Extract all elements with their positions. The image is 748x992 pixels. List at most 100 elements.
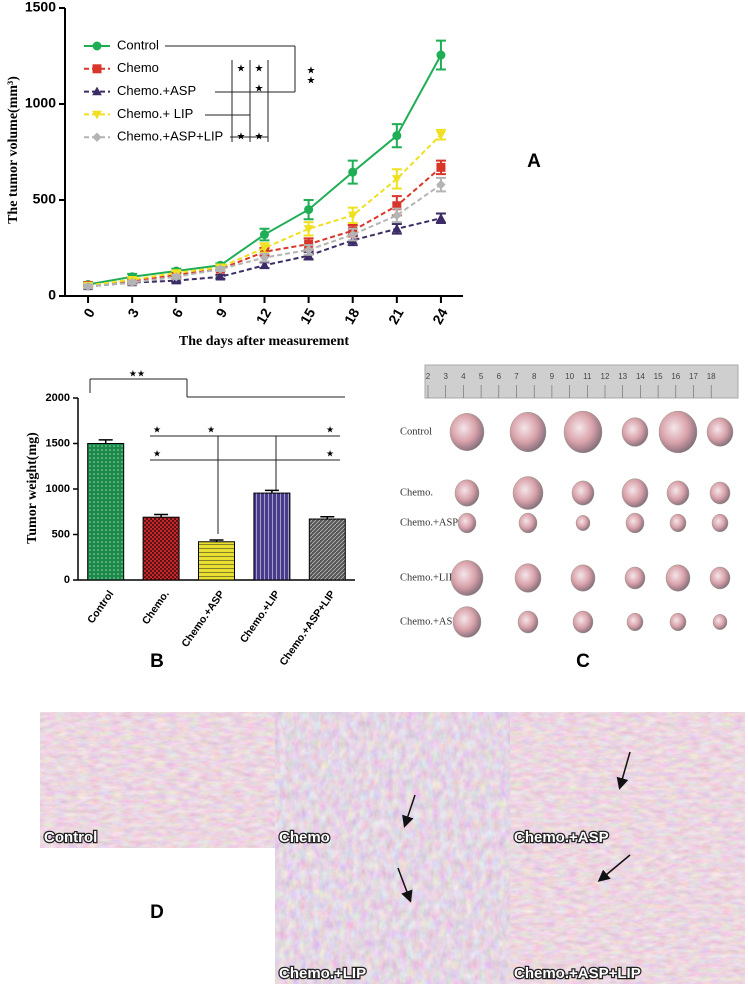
panel-label: D bbox=[150, 902, 164, 923]
marker bbox=[303, 225, 314, 234]
bar bbox=[253, 492, 291, 581]
marker bbox=[348, 229, 358, 240]
ruler-number: 5 bbox=[479, 372, 484, 381]
significance-star: ★ bbox=[326, 448, 334, 458]
legend-label: Chemo.+ASP bbox=[117, 83, 196, 98]
marker bbox=[260, 230, 269, 240]
image-label: Control bbox=[44, 829, 97, 846]
error-bar bbox=[209, 539, 224, 542]
photo-bg bbox=[388, 365, 738, 645]
arrow bbox=[597, 854, 631, 882]
histology-image bbox=[510, 848, 745, 984]
tumor bbox=[518, 512, 538, 534]
ruler-number: 4 bbox=[461, 372, 466, 381]
x-tick-label: 12 bbox=[253, 305, 275, 327]
marker bbox=[171, 272, 181, 282]
marker bbox=[392, 131, 402, 141]
legend-label: Chemo bbox=[117, 60, 159, 75]
marker bbox=[436, 131, 446, 140]
tumor bbox=[509, 411, 547, 453]
x-tick-label: 3 bbox=[124, 305, 142, 320]
significance-star: ★ bbox=[326, 424, 334, 434]
x-tick-label: 21 bbox=[385, 305, 407, 327]
marker bbox=[215, 271, 226, 281]
ruler-number: 12 bbox=[601, 372, 610, 381]
tumor bbox=[658, 410, 698, 454]
error-bar bbox=[320, 516, 335, 520]
y-tick-label: 500 bbox=[33, 191, 57, 207]
tumor bbox=[669, 612, 687, 632]
row-label: Chemo.+LIP bbox=[400, 572, 455, 583]
significance-star: ★ bbox=[255, 64, 264, 75]
x-tick-label: Chemo. bbox=[140, 588, 172, 626]
tumor bbox=[517, 610, 539, 634]
x-tick-label: Chemo.+ASP bbox=[179, 588, 227, 649]
histology-image bbox=[275, 712, 510, 848]
tumor bbox=[665, 564, 691, 592]
tumor bbox=[626, 612, 644, 632]
panel-label: C bbox=[576, 651, 590, 672]
bar bbox=[87, 443, 125, 581]
histology-image bbox=[275, 848, 510, 984]
y-tick-label: 1500 bbox=[46, 437, 70, 449]
image-label: Chemo.+LIP bbox=[279, 965, 366, 982]
significance-star: ★ bbox=[307, 76, 316, 87]
ruler-number: 6 bbox=[497, 372, 502, 381]
bar bbox=[198, 541, 235, 581]
marker bbox=[83, 281, 93, 292]
image-label: Chemo.+ASP+LIP bbox=[514, 965, 641, 982]
tumor bbox=[709, 566, 731, 590]
tumor bbox=[666, 480, 690, 506]
ruler-number: 8 bbox=[532, 372, 537, 381]
row-label: Chemo.+ASP bbox=[400, 517, 458, 528]
x-tick-label: Chemo.+ASP+LIP bbox=[277, 588, 338, 668]
row-label: Chemo.+ASP+LIP bbox=[400, 616, 480, 627]
y-tick-label: 1500 bbox=[25, 0, 56, 15]
tumor bbox=[571, 480, 595, 506]
row-label: Chemo. bbox=[400, 487, 433, 498]
x-tick-label: Chemo.+LIP bbox=[238, 588, 283, 645]
tumor bbox=[624, 566, 646, 590]
x-tick-label: 0 bbox=[80, 305, 98, 320]
significance-star: ★ bbox=[237, 64, 246, 75]
histology-image bbox=[40, 712, 275, 848]
ruler-number: 15 bbox=[654, 372, 663, 381]
ruler-number: 3 bbox=[443, 372, 448, 381]
marker bbox=[347, 211, 358, 221]
tumor bbox=[575, 515, 591, 531]
ruler-number: 9 bbox=[550, 372, 555, 381]
y-tick-label: 0 bbox=[64, 574, 70, 586]
marker bbox=[392, 210, 402, 221]
tumor bbox=[454, 479, 480, 507]
marker bbox=[92, 86, 102, 96]
ruler-number: 10 bbox=[565, 372, 574, 381]
y-axis-label: Tumor weight(mg) bbox=[25, 432, 40, 544]
y-tick-label: 2000 bbox=[46, 392, 70, 404]
marker bbox=[259, 244, 270, 254]
marker bbox=[436, 162, 446, 172]
ruler-number: 16 bbox=[671, 372, 680, 381]
y-tick-label: 0 bbox=[48, 287, 56, 303]
y-axis-label: The tumor volume(mm³) bbox=[6, 76, 21, 224]
x-tick-label: 24 bbox=[429, 305, 451, 327]
tumor bbox=[570, 564, 596, 592]
ruler-number: 18 bbox=[707, 372, 716, 381]
tumor bbox=[711, 513, 729, 533]
marker bbox=[436, 179, 446, 190]
tumor bbox=[572, 610, 594, 634]
marker bbox=[304, 205, 314, 215]
x-tick-label: 15 bbox=[297, 305, 319, 327]
significance-star: ★★ bbox=[129, 368, 145, 378]
tumor bbox=[452, 606, 482, 638]
image-label: Chemo.+ASP bbox=[514, 829, 609, 846]
significance-star: ★ bbox=[153, 424, 161, 434]
marker bbox=[391, 175, 402, 184]
y-tick-label: 1000 bbox=[46, 483, 70, 495]
bar bbox=[142, 516, 180, 581]
y-tick-label: 500 bbox=[52, 528, 70, 540]
ruler-number: 13 bbox=[618, 372, 627, 381]
marker bbox=[303, 245, 314, 255]
series-line bbox=[87, 134, 442, 287]
panel-label: A bbox=[527, 151, 541, 172]
